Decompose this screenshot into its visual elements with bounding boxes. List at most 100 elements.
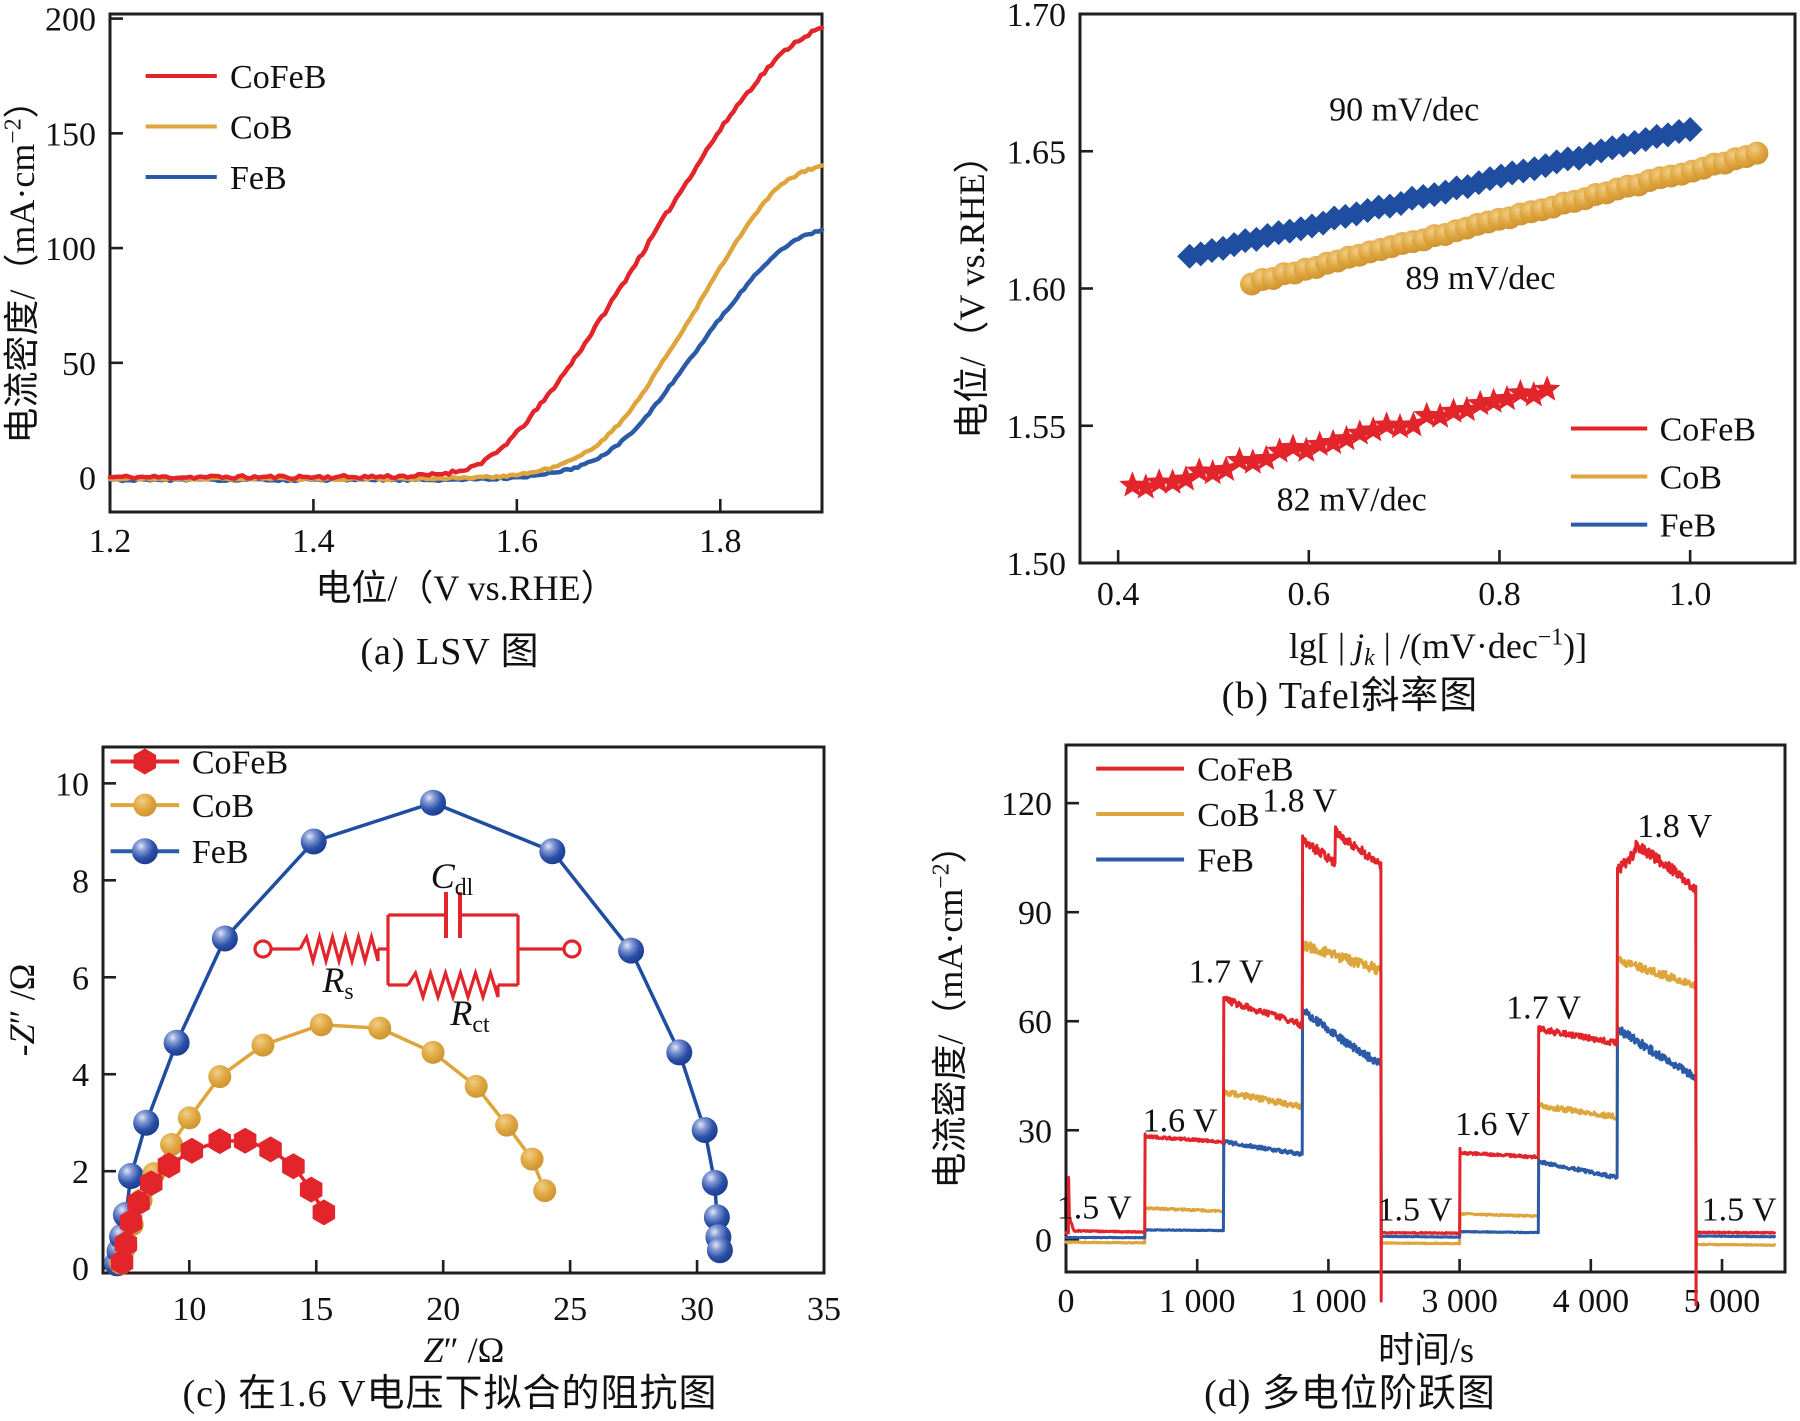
y-tick-label: 50 <box>62 346 96 383</box>
y-tick-label: 0 <box>72 1251 89 1288</box>
y-axis-label-c: -Z″ /Ω <box>2 964 42 1057</box>
marker-star <box>1493 384 1521 411</box>
legend-label-FeB: FeB <box>192 834 249 871</box>
legend-label-CoFeB: CoFeB <box>230 59 326 96</box>
marker-diamond <box>1277 218 1303 244</box>
x-tick-label: 35 <box>807 1291 841 1328</box>
marker-star <box>1466 389 1494 416</box>
annotation: 1.8 V <box>1637 808 1712 845</box>
marker-sphere <box>539 838 566 865</box>
marker-star <box>1119 471 1146 497</box>
marker-star <box>1199 459 1226 485</box>
x-tick-label: 4 000 <box>1553 1283 1630 1320</box>
marker-hexagon <box>299 1176 323 1203</box>
legend-label-CoFeB: CoFeB <box>1660 411 1756 448</box>
x-tick-label: 0 <box>1058 1283 1075 1320</box>
legend-label-CoFeB: CoFeB <box>192 745 288 782</box>
marker-star <box>1226 446 1253 472</box>
annotation: 1.7 V <box>1506 990 1581 1027</box>
marker-star <box>1386 413 1414 439</box>
marker-diamond <box>1243 226 1269 252</box>
marker-sphere <box>706 1237 733 1264</box>
y-tick-label: 4 <box>72 1057 89 1094</box>
marker-circle <box>177 1106 201 1130</box>
marker-diamond <box>1599 135 1625 161</box>
chart-b-canvas: 0.4 0.6 0.8 1.0 1.50 1.55 1.60 1.65 1.70 lg[ | jk… <box>952 0 1797 671</box>
y-tick-label: 120 <box>1001 786 1052 823</box>
y-tick-label: 1.65 <box>1007 134 1067 171</box>
y-tick-label: 100 <box>45 231 96 268</box>
marker-circle <box>1745 141 1769 165</box>
chart-c-caption: (c) 在1.6 V电压下拟合的阻抗图 <box>182 1373 718 1415</box>
x-tick-label: 1.2 <box>89 523 132 560</box>
series-FeB-line <box>1064 1007 1776 1240</box>
y-tick-label: 150 <box>45 116 96 153</box>
marker-hexagon <box>208 1128 231 1155</box>
marker-circle <box>533 1179 557 1203</box>
marker-star <box>1172 465 1200 491</box>
marker-hexagon <box>157 1152 181 1179</box>
y-tick-label: 60 <box>1018 1004 1052 1041</box>
marker-circle <box>421 1040 445 1064</box>
annotation: 1.8 V <box>1262 783 1337 820</box>
marker-diamond <box>1188 241 1214 267</box>
axes-d <box>1064 743 1787 1274</box>
ticks-c <box>103 782 826 1273</box>
marker-star <box>1145 468 1173 494</box>
marker-circle <box>208 1065 232 1089</box>
chart-c-canvas: 10 15 20 25 30 35 0 2 4 6 8 10 Z″ /Ω -Z″ /Ω CoFeB CoB Fe… <box>2 745 841 1370</box>
marker-star <box>1426 402 1454 428</box>
marker-sphere <box>618 937 645 964</box>
marker-sphere <box>666 1039 693 1066</box>
y-tick-label: 30 <box>1018 1113 1052 1150</box>
marker-sphere <box>131 838 158 865</box>
series-FeB-markers <box>1177 117 1703 269</box>
legend-b: CoFeB CoB FeB <box>1570 411 1756 545</box>
x-tick-label: 20 <box>426 1291 460 1328</box>
marker-hexagon <box>233 1127 257 1154</box>
x-tick-label: 0.8 <box>1478 576 1521 613</box>
marker-star <box>1400 411 1427 437</box>
marker-hexagon <box>114 1230 138 1257</box>
ticks-d <box>1064 801 1724 1272</box>
marker-hexagon <box>180 1137 204 1164</box>
marker-sphere <box>703 1204 730 1231</box>
marker-star <box>1252 444 1280 470</box>
y-axis-label-a: 电流密度/（mA·cm−2） <box>0 82 42 443</box>
series-FeB-line <box>115 801 722 1266</box>
marker-star <box>1186 457 1213 483</box>
marker-hexagon <box>312 1199 336 1226</box>
x-tick-label: 1 000 <box>1290 1283 1367 1320</box>
marker-diamond <box>1377 193 1403 219</box>
series-FeB-line <box>107 227 825 484</box>
marker-star <box>1507 378 1534 405</box>
legend-label-CoB: CoB <box>1660 460 1722 497</box>
x-tick-label: 15 <box>299 1291 333 1328</box>
y-axis-label-d: 电流密度/（mA·cm−2） <box>928 827 970 1188</box>
marker-sphere <box>211 925 238 952</box>
x-tick-label: 30 <box>680 1291 714 1328</box>
marker-diamond <box>1199 238 1225 264</box>
marker-circle <box>464 1074 488 1098</box>
marker-star <box>1279 433 1307 459</box>
marker-star <box>1319 428 1347 454</box>
y-tick-label: 8 <box>72 863 89 900</box>
y-tick-label: 1.70 <box>1007 0 1067 34</box>
x-tick-label: 0.4 <box>1097 576 1140 613</box>
marker-star <box>1306 430 1333 456</box>
annotation: 1.7 V <box>1189 953 1264 990</box>
legend-label-CoB: CoB <box>192 788 254 825</box>
marker-sphere <box>691 1116 718 1143</box>
x-axis-label-c: Z″ /Ω <box>424 1330 505 1370</box>
legend-label-FeB: FeB <box>1197 842 1254 879</box>
legend-label-CoB: CoB <box>230 109 292 146</box>
marker-diamond <box>1455 174 1481 200</box>
annotation: 89 mV/dec <box>1405 260 1555 297</box>
chart-a-canvas: 1.2 1.4 1.6 1.8 0 50 100 150 200 电位/（V vs.RHE） 电流密… <box>0 2 825 608</box>
marker-circle <box>495 1113 519 1137</box>
series-CoFeB-markers <box>110 1127 336 1276</box>
marker-sphere <box>163 1029 190 1056</box>
series-CoFeB-line <box>1064 825 1776 1307</box>
